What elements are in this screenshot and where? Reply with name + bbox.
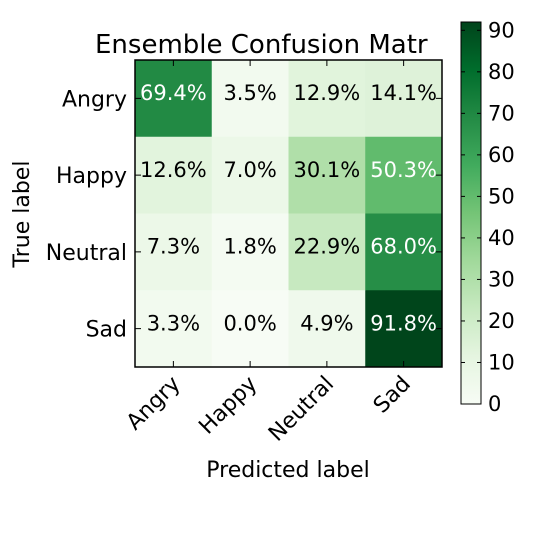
colorbar-ticks: 0 10 20 30 40 50 60 70 80 90 (461, 18, 515, 416)
cell-value-label: 14.1% (370, 81, 437, 105)
heatmap-cell-labels: 69.4% 3.5% 12.9% 14.1% 12.6% 7.0% 30.1% 50.3% 7.… (140, 81, 437, 335)
heatmap-cell (135, 60, 213, 138)
heatmap-cell (365, 136, 443, 214)
cell-value-label: 0.0% (223, 311, 276, 335)
colorbar-tick-label: 90 (488, 18, 515, 42)
heatmap-cell (365, 290, 443, 368)
cell-value-label: 3.3% (147, 311, 200, 335)
colorbar-tick-label: 20 (488, 309, 515, 333)
cell-value-label: 12.9% (294, 81, 361, 105)
cell-value-label: 3.5% (223, 81, 276, 105)
cell-value-label: 69.4% (140, 81, 207, 105)
y-tick-label: Happy (56, 164, 127, 189)
colorbar-tick-label: 50 (488, 184, 515, 208)
heatmap-cell (211, 60, 289, 138)
y-tick-label: Angry (62, 87, 127, 112)
heatmap-cell (288, 136, 366, 214)
heatmap-cell (365, 213, 443, 291)
heatmap-cells (135, 60, 443, 368)
colorbar (460, 21, 482, 405)
cell-value-label: 12.6% (140, 158, 207, 182)
y-axis-label: True label (10, 161, 35, 269)
cell-value-label: 7.3% (147, 235, 200, 259)
plot-frame (134, 59, 443, 368)
x-tick-label: Angry (122, 372, 186, 436)
cell-value-label: 68.0% (370, 235, 437, 259)
x-tick-label: Happy (194, 372, 262, 440)
y-axis-ticks: Angry Happy Neutral Sad (46, 87, 442, 343)
cell-value-label: 91.8% (370, 311, 437, 335)
cell-value-label: 22.9% (294, 235, 361, 259)
heatmap-cell (365, 60, 443, 138)
cell-value-label: 1.8% (223, 235, 276, 259)
cell-value-label: 7.0% (223, 158, 276, 182)
heatmap-cell (288, 290, 366, 368)
cell-value-label: 4.9% (300, 311, 353, 335)
colorbar-tick-label: 80 (488, 60, 515, 84)
x-tick-label: Neutral (264, 372, 339, 447)
heatmap-cell (211, 290, 289, 368)
y-tick-label: Sad (86, 318, 127, 343)
colorbar-tick-label: 0 (488, 392, 501, 416)
cell-value-label: 30.1% (294, 158, 361, 182)
heatmap-cell (135, 136, 213, 214)
colorbar-tick-label: 10 (488, 350, 515, 374)
heatmap-cell (211, 213, 289, 291)
x-tick-label: Sad (369, 372, 416, 419)
colorbar-tick-label: 30 (488, 267, 515, 291)
colorbar-tick-label: 70 (488, 101, 515, 125)
x-axis-label: Predicted label (206, 458, 369, 483)
heatmap-cell (135, 213, 213, 291)
cell-value-label: 50.3% (370, 158, 437, 182)
colorbar-tick-label: 60 (488, 143, 515, 167)
heatmap-cell (288, 60, 366, 138)
heatmap-cell (135, 290, 213, 368)
chart-title: Ensemble Confusion Matr (95, 30, 428, 60)
heatmap-cell (211, 136, 289, 214)
y-tick-label: Neutral (46, 241, 127, 266)
heatmap-cell (288, 213, 366, 291)
colorbar-tick-label: 40 (488, 226, 515, 250)
